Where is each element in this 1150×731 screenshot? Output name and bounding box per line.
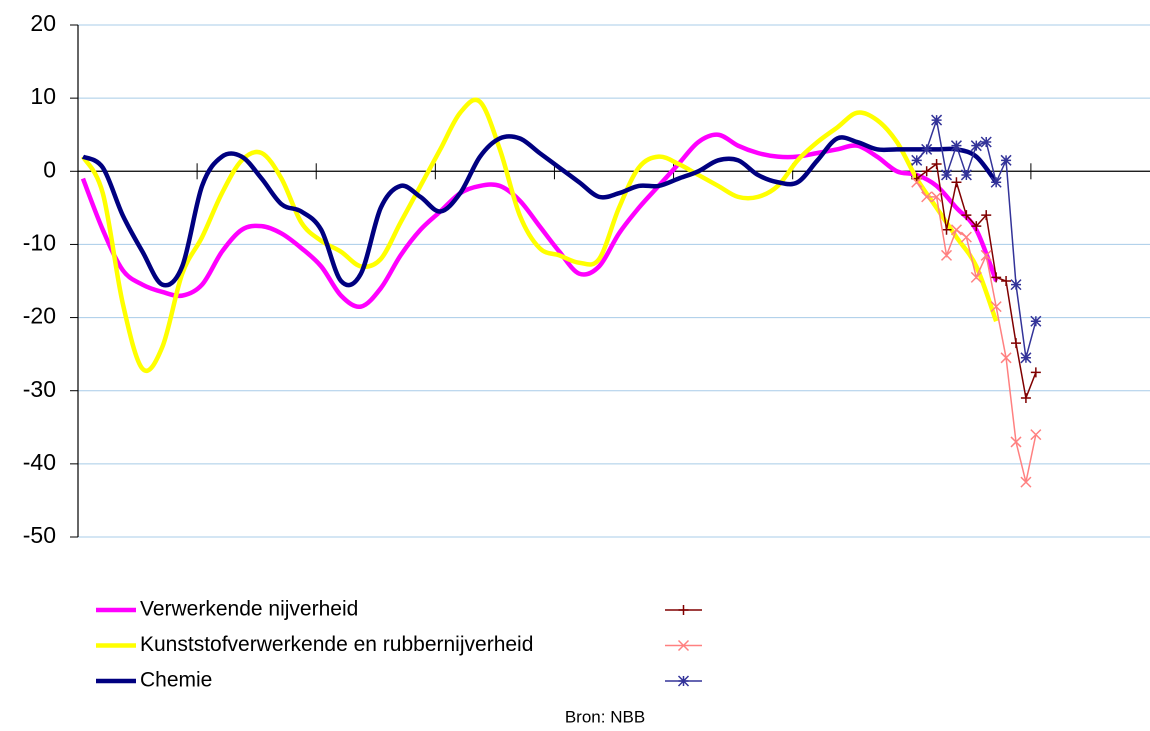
y-tick-label: 0 xyxy=(43,156,56,182)
y-tick-label: -10 xyxy=(23,230,56,256)
marker xyxy=(1001,276,1012,286)
marker xyxy=(940,249,953,261)
marker xyxy=(1020,352,1032,364)
marker xyxy=(961,210,972,221)
marker xyxy=(1020,476,1032,488)
marker xyxy=(1030,367,1041,378)
marker xyxy=(970,140,982,152)
legend-marker xyxy=(677,639,690,652)
legend-marker xyxy=(677,675,690,687)
marker xyxy=(941,224,952,235)
marker xyxy=(940,169,953,181)
marker xyxy=(990,176,1002,188)
series-line xyxy=(80,132,999,309)
marker xyxy=(950,140,962,152)
marker xyxy=(980,249,992,261)
marker xyxy=(1010,279,1022,291)
marker xyxy=(921,191,933,203)
marker xyxy=(1030,315,1042,327)
marker xyxy=(980,136,992,148)
marker xyxy=(921,143,933,155)
legend-label: Verwerkende nijverheid xyxy=(140,598,358,621)
legend-label: Kunststofverwerkende en rubbernijverheid xyxy=(140,633,533,656)
marker xyxy=(1000,154,1012,166)
marker xyxy=(911,176,923,188)
legend-label: Chemie xyxy=(140,669,212,692)
y-tick-label: -30 xyxy=(23,376,56,402)
marker xyxy=(1011,338,1021,349)
marker xyxy=(1010,436,1022,448)
marker xyxy=(911,154,923,166)
marker xyxy=(970,271,982,283)
marker xyxy=(1000,352,1012,364)
marker xyxy=(931,158,942,169)
marker xyxy=(991,272,1002,283)
marker xyxy=(950,224,962,236)
marker xyxy=(960,169,972,181)
marker xyxy=(981,210,992,221)
y-tick-label: -40 xyxy=(23,449,56,475)
y-tick-label: -20 xyxy=(23,303,56,329)
series-line xyxy=(81,134,998,288)
marker xyxy=(990,301,1002,313)
marker xyxy=(960,231,972,243)
source-note: Bron: NBB xyxy=(565,707,645,726)
y-tick-label: 20 xyxy=(30,10,56,36)
legend-marker xyxy=(678,605,689,615)
y-tick-label: -50 xyxy=(23,522,56,548)
series-line xyxy=(80,97,999,373)
marker xyxy=(1030,429,1042,441)
y-tick-label: 10 xyxy=(30,83,56,109)
marker xyxy=(971,221,982,232)
marker xyxy=(1020,393,1031,404)
marker xyxy=(921,166,932,177)
marker xyxy=(931,114,943,126)
marker xyxy=(951,177,962,188)
marker xyxy=(931,191,943,203)
